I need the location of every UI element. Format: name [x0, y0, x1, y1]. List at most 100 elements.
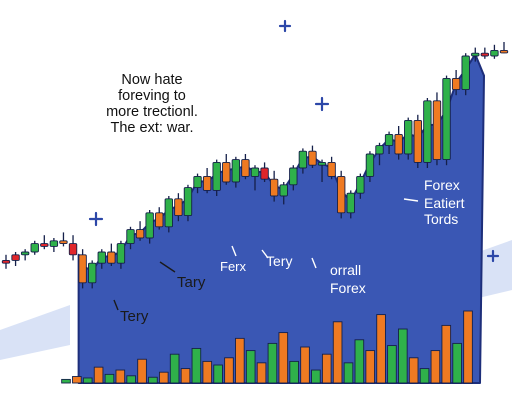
candle-body — [193, 175, 202, 189]
volume-bar — [245, 350, 256, 384]
candle-body — [432, 100, 442, 161]
candle-body — [40, 243, 49, 247]
candle-body — [155, 212, 164, 228]
candle-body — [164, 198, 173, 228]
volume-bar — [93, 366, 104, 384]
annotation-pointer — [403, 198, 419, 202]
annotation-label: Tery — [266, 253, 292, 269]
candle-body — [298, 150, 308, 169]
candle-body — [394, 133, 403, 155]
volume-bar — [408, 357, 419, 384]
candle-body — [346, 192, 355, 214]
title-line-4: The ext: war. — [110, 120, 194, 136]
candle-body — [88, 262, 97, 284]
candle-body — [375, 145, 384, 155]
candle-body — [423, 100, 432, 163]
candle-body — [183, 187, 193, 217]
candle-body — [1, 259, 11, 264]
candle-body — [49, 240, 59, 247]
candle-body — [499, 49, 509, 54]
candle-body — [145, 212, 154, 239]
annotation-pointer — [159, 261, 176, 273]
candle-body — [260, 167, 269, 180]
annotation-label: Tery — [120, 308, 149, 325]
volume-bar — [419, 368, 430, 384]
candle-body — [356, 175, 365, 194]
candle-body — [269, 178, 279, 197]
volume-bar — [191, 347, 202, 384]
plus-markers — [88, 19, 500, 263]
candle-body — [490, 49, 499, 57]
title-line-3: more trectionl. — [106, 104, 198, 120]
volume-bar — [224, 357, 234, 384]
candle-body — [461, 55, 470, 91]
volume-bar — [463, 310, 473, 384]
volume-bar — [365, 350, 376, 384]
candle-body — [308, 150, 317, 166]
candle-body — [279, 184, 288, 197]
volume-bar — [126, 375, 136, 384]
annotation-pointer — [231, 245, 237, 257]
annotation-label: Eatiert — [424, 195, 465, 211]
candle-body — [174, 198, 183, 217]
annotation-pointer — [311, 257, 317, 269]
candle-body — [97, 251, 106, 264]
candle-body — [241, 159, 250, 177]
annotation-pointer — [261, 249, 269, 259]
candle-body — [107, 251, 116, 264]
volume-bar — [267, 342, 278, 384]
candle-body — [327, 161, 336, 177]
volume-bars — [61, 310, 473, 384]
volume-bar — [343, 362, 354, 384]
volume-bar — [137, 358, 147, 384]
volume-bar — [202, 360, 213, 384]
candle-body — [20, 251, 30, 256]
candle-body — [413, 119, 422, 163]
candle-body — [471, 52, 480, 57]
volume-bar — [321, 353, 332, 384]
candle-body — [442, 77, 451, 161]
annotation-label: Forex — [330, 280, 366, 296]
title-line-1: Now hate — [121, 72, 183, 88]
candle-body — [317, 161, 327, 166]
volume-bar — [398, 328, 408, 384]
candle-body — [59, 240, 68, 245]
volume-bar — [169, 353, 180, 384]
candle-body — [68, 243, 78, 256]
candle-body — [30, 243, 39, 253]
volume-bar — [387, 345, 397, 384]
candle-body — [231, 159, 241, 183]
annotation-label: Ferx — [220, 259, 247, 274]
plus-icon — [278, 19, 292, 33]
volume-bar — [452, 342, 462, 384]
candle-body — [365, 153, 375, 177]
candle-body — [78, 254, 87, 284]
volume-bar — [61, 378, 71, 384]
candle-body — [289, 167, 298, 186]
annotation-label: Tary — [177, 274, 206, 291]
plus-icon — [486, 249, 500, 263]
volume-bar — [82, 377, 93, 384]
title-line-2: foreving to — [118, 88, 186, 104]
volume-bar — [441, 324, 452, 384]
volume-bar — [311, 369, 321, 384]
candle-body — [212, 161, 221, 191]
annotation-label: Forex — [424, 177, 460, 193]
volume-bar — [278, 332, 289, 384]
volume-bar — [104, 373, 115, 384]
volume-bar — [72, 376, 82, 384]
plus-icon — [314, 96, 330, 112]
candle-body — [250, 167, 260, 177]
volume-bar — [376, 314, 386, 384]
ribbon-left — [0, 305, 70, 360]
candle-body — [222, 161, 231, 183]
candle-body — [116, 243, 126, 264]
volume-bar — [289, 360, 299, 384]
candle-body — [337, 175, 346, 214]
volume-bar — [235, 337, 245, 384]
candle-body — [451, 77, 461, 91]
volume-bar — [332, 321, 343, 384]
volume-bar — [300, 346, 310, 384]
volume-bar — [256, 362, 267, 384]
